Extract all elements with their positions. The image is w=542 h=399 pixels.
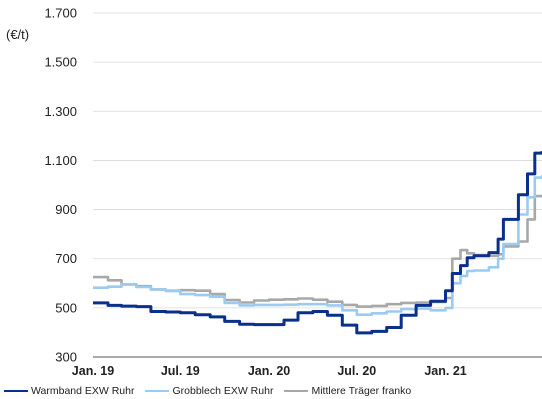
- y-tick-label: 1.700: [44, 6, 77, 21]
- y-axis-unit-label: (€/t): [6, 27, 30, 42]
- legend-item: Mittlere Träger franko: [280, 385, 411, 397]
- series-line-grobblech-exw-ruhr: [93, 175, 542, 316]
- legend-item: Warmband EXW Ruhr: [0, 385, 134, 397]
- legend-swatch: [145, 389, 170, 393]
- legend-label: Mittlere Träger franko: [311, 385, 412, 397]
- legend-item: Grobblech EXW Ruhr: [141, 385, 273, 397]
- y-axis-ticks: 300 500 700 900 1.100 1.300 1.500 1.700: [44, 6, 77, 365]
- y-tick-label: 700: [55, 251, 77, 266]
- y-tick-label: 900: [55, 202, 77, 217]
- legend-swatch: [284, 389, 309, 393]
- x-tick-label: Jan. 20: [248, 364, 290, 378]
- y-tick-label: 300: [55, 350, 77, 365]
- x-tick-label: Jul. 19: [161, 364, 200, 378]
- x-tick-label: Jan. 21: [424, 364, 466, 378]
- legend: Warmband EXW Ruhr Grobblech EXW Ruhr Mittl…: [0, 383, 418, 399]
- y-tick-label: 1.100: [44, 153, 77, 168]
- legend-label: Warmband EXW Ruhr: [31, 385, 135, 397]
- grid-lines: [93, 12, 542, 358]
- series-line-warmband-exw-ruhr: [93, 151, 542, 335]
- series-lines: [93, 151, 542, 335]
- x-tick-label: Jan. 19: [72, 364, 114, 378]
- x-axis-ticks: Jan. 19 Jul. 19 Jan. 20 Jul. 20 Jan. 21: [72, 364, 467, 378]
- legend-swatch: [4, 389, 28, 393]
- y-tick-label: 1.300: [44, 104, 77, 119]
- x-tick-label: Jul. 20: [337, 364, 376, 378]
- legend-label: Grobblech EXW Ruhr: [172, 385, 274, 397]
- y-tick-label: 1.500: [44, 55, 77, 70]
- y-tick-label: 500: [55, 300, 77, 315]
